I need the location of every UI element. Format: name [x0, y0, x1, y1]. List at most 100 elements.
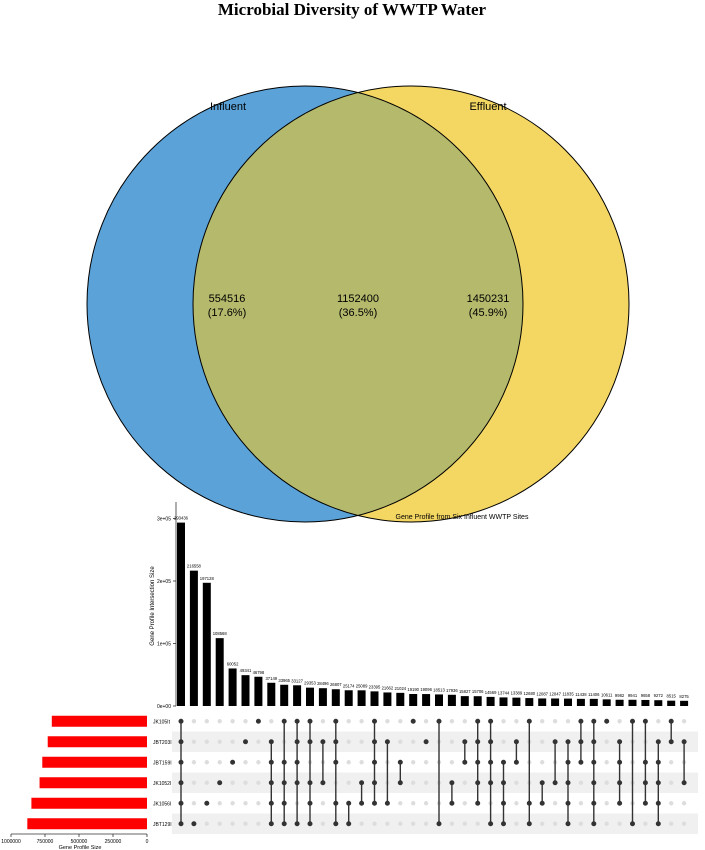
intersection-bar: [538, 698, 547, 706]
matrix-dot-active: [591, 780, 597, 786]
matrix-dot-active: [630, 821, 635, 827]
matrix-dot-active: [191, 821, 197, 827]
intersection-bar-label: 23395: [369, 684, 381, 689]
figure-title: Microbial Diversity of WWTP Water: [218, 0, 487, 19]
upset-plot: 0e+00 1e+05 2e+05 3e+05 Gene Profile Interse…: [1, 502, 699, 850]
matrix-dot-active: [320, 780, 326, 786]
matrix-dot-active: [294, 759, 300, 765]
matrix-dot-active: [462, 759, 468, 765]
matrix-dot-active: [372, 739, 377, 745]
matrix-dot-inactive: [385, 821, 390, 826]
matrix-dot-inactive: [204, 780, 209, 785]
set-size-bar: [39, 777, 148, 789]
intersection-bar-label: 108568: [213, 631, 228, 636]
matrix-dot-inactive: [359, 739, 364, 744]
matrix-dot-active: [488, 780, 494, 786]
intersection-bar-label: 46798: [253, 670, 265, 675]
matrix-dot-inactive: [604, 739, 609, 744]
matrix-dot-active: [372, 800, 377, 806]
matrix-dot-inactive: [578, 801, 584, 806]
matrix-dot-inactive: [217, 821, 222, 826]
matrix-dot-active: [513, 759, 519, 765]
intersection-bar-label: 197128: [200, 576, 215, 581]
set-size-axis-label: Gene Profile Size: [59, 845, 102, 850]
venn-label-influent: Influent: [210, 101, 246, 113]
set-size-tick-label: 0: [146, 839, 149, 845]
matrix-dot-inactive: [462, 719, 467, 724]
matrix-dot-active: [591, 718, 597, 724]
intersection-bar-label: 19096: [420, 687, 432, 692]
intersection-bar-label: 13389: [511, 691, 523, 696]
matrix-dot-active: [526, 800, 532, 806]
matrix-dot-active: [346, 821, 352, 827]
intersection-bar-label: 29353: [304, 681, 316, 686]
venn-circle-influent-outline: [86, 85, 524, 523]
matrix-dot-active: [552, 780, 558, 786]
matrix-dot-active: [372, 759, 377, 765]
intersection-bar: [202, 582, 211, 706]
matrix-dot-active: [294, 718, 300, 724]
matrix-dot-active: [307, 780, 313, 786]
intersection-bar: [357, 690, 366, 706]
matrix-dot-active: [333, 739, 339, 745]
matrix-dot-active: [307, 821, 313, 827]
matrix-dot-active: [333, 718, 339, 724]
intersection-bar-label: 28496: [317, 681, 329, 686]
set-size-tick-label: 750000: [37, 839, 54, 845]
matrix-dot-active: [526, 718, 532, 724]
matrix-dot-inactive: [669, 780, 674, 785]
venn-pct-intersection: (36.5%): [339, 307, 378, 319]
matrix-dot-inactive: [514, 780, 519, 785]
set-label: JBT159I: [153, 760, 172, 766]
matrix-dot-active: [307, 718, 313, 724]
intersection-bar: [654, 700, 663, 706]
intersection-bar-label: 17936: [446, 688, 458, 693]
intersection-bar: [396, 692, 405, 706]
intersection-bar: [435, 694, 443, 706]
matrix-dot-active: [268, 800, 274, 806]
intersection-bar-label: 9658: [641, 693, 651, 698]
matrix-dot-inactive: [191, 760, 197, 765]
intersection-bar: [564, 698, 572, 706]
matrix-dot-active: [552, 739, 558, 745]
matrix-dot-inactive: [540, 760, 545, 765]
intersection-bar-label: 8275: [679, 694, 689, 699]
matrix-dot-inactive: [540, 719, 545, 724]
intersection-bar-label: 15706: [472, 689, 484, 694]
matrix-dot-inactive: [346, 780, 351, 785]
matrix-dot-active: [655, 780, 661, 786]
matrix-dot-inactive: [604, 780, 609, 785]
intersection-bar: [576, 698, 585, 706]
venn-pct-influent-only: (17.6%): [208, 307, 247, 319]
matrix-dot-inactive: [449, 719, 455, 724]
matrix-dot-inactive: [411, 739, 416, 744]
matrix-dot-active: [436, 718, 442, 724]
matrix-dot-inactive: [552, 821, 558, 826]
matrix-dot-active: [178, 780, 184, 786]
intersection-bar: [280, 684, 289, 706]
intersection-bar: [254, 676, 263, 706]
matrix-dot-active: [307, 739, 313, 745]
matrix-dot-inactive: [514, 801, 519, 806]
matrix-dot-active: [268, 780, 274, 786]
matrix-dot-inactive: [191, 801, 197, 806]
intersection-bar-label: 11438: [575, 692, 587, 697]
intersection-bar: [189, 570, 198, 706]
matrix-dot-active: [475, 718, 481, 724]
matrix-dot-inactive: [320, 719, 326, 724]
matrix-dot-inactive: [656, 719, 661, 724]
matrix-dot-inactive: [643, 821, 648, 826]
matrix-dot-inactive: [204, 760, 209, 765]
matrix-dot-inactive: [217, 719, 222, 724]
intersection-bar: [370, 691, 379, 706]
intersection-bar-label: 216558: [187, 564, 202, 569]
matrix-dot-inactive: [398, 719, 403, 724]
matrix-dot-inactive: [204, 719, 209, 724]
matrix-dot-inactive: [204, 821, 209, 826]
matrix-dot-inactive: [423, 780, 429, 785]
matrix-dot-inactive: [669, 760, 674, 765]
intersection-bar-label: 26807: [330, 682, 342, 687]
matrix-dot-inactive: [540, 739, 545, 744]
matrix-dot-active: [578, 759, 584, 765]
bar-y-tick-label: 3e+05: [157, 517, 171, 523]
